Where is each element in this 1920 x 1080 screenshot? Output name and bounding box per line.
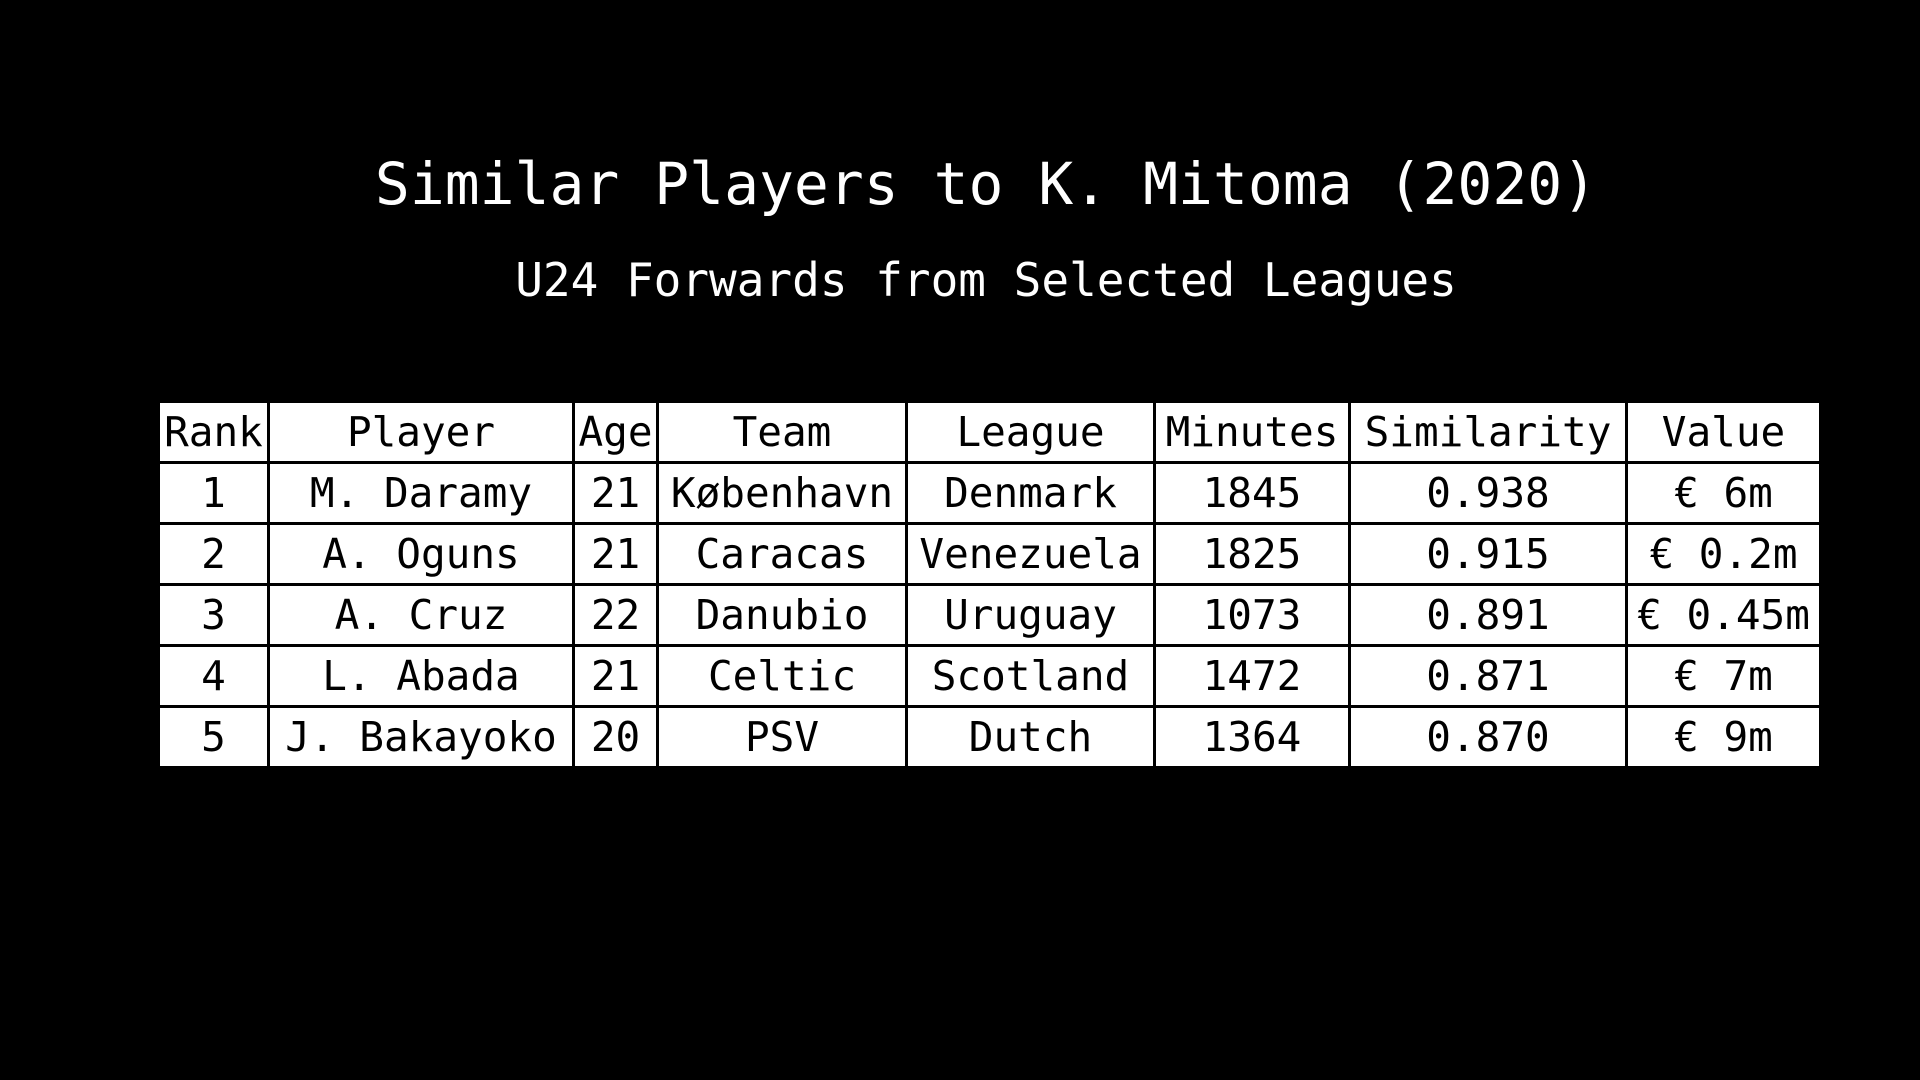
cell-player: A. Oguns xyxy=(270,525,572,583)
table-row: 3 A. Cruz 22 Danubio Uruguay 1073 0.891 … xyxy=(160,586,1819,644)
cell-league: Scotland xyxy=(908,647,1153,705)
table-row: 2 A. Oguns 21 Caracas Venezuela 1825 0.9… xyxy=(160,525,1819,583)
header-similarity: Similarity xyxy=(1351,403,1625,461)
header-team: Team xyxy=(659,403,905,461)
cell-age: 20 xyxy=(575,708,656,766)
cell-team: PSV xyxy=(659,708,905,766)
header-value: Value xyxy=(1628,403,1819,461)
cell-value: € 9m xyxy=(1628,708,1819,766)
header-player: Player xyxy=(270,403,572,461)
cell-value: € 6m xyxy=(1628,464,1819,522)
cell-similarity: 0.871 xyxy=(1351,647,1625,705)
table-header-row: Rank Player Age Team League Minutes Simi… xyxy=(160,403,1819,461)
cell-value: € 0.2m xyxy=(1628,525,1819,583)
table-row: 4 L. Abada 21 Celtic Scotland 1472 0.871… xyxy=(160,647,1819,705)
cell-rank: 2 xyxy=(160,525,267,583)
table-row: 1 M. Daramy 21 København Denmark 1845 0.… xyxy=(160,464,1819,522)
cell-rank: 3 xyxy=(160,586,267,644)
cell-team: København xyxy=(659,464,905,522)
cell-league: Venezuela xyxy=(908,525,1153,583)
table-row: 5 J. Bakayoko 20 PSV Dutch 1364 0.870 € … xyxy=(160,708,1819,766)
cell-similarity: 0.938 xyxy=(1351,464,1625,522)
cell-value: € 7m xyxy=(1628,647,1819,705)
cell-minutes: 1825 xyxy=(1156,525,1348,583)
cell-team: Caracas xyxy=(659,525,905,583)
cell-rank: 1 xyxy=(160,464,267,522)
cell-minutes: 1073 xyxy=(1156,586,1348,644)
cell-value: € 0.45m xyxy=(1628,586,1819,644)
cell-team: Danubio xyxy=(659,586,905,644)
table-container: Rank Player Age Team League Minutes Simi… xyxy=(157,400,1819,766)
cell-league: Dutch xyxy=(908,708,1153,766)
cell-player: A. Cruz xyxy=(270,586,572,644)
cell-similarity: 0.915 xyxy=(1351,525,1625,583)
cell-player: J. Bakayoko xyxy=(270,708,572,766)
cell-minutes: 1364 xyxy=(1156,708,1348,766)
cell-league: Denmark xyxy=(908,464,1153,522)
cell-age: 21 xyxy=(575,525,656,583)
cell-rank: 5 xyxy=(160,708,267,766)
cell-minutes: 1845 xyxy=(1156,464,1348,522)
cell-age: 21 xyxy=(575,647,656,705)
similar-players-table: Rank Player Age Team League Minutes Simi… xyxy=(157,400,1822,769)
chart-subtitle: U24 Forwards from Selected Leagues xyxy=(515,253,1457,307)
cell-rank: 4 xyxy=(160,647,267,705)
cell-age: 21 xyxy=(575,464,656,522)
cell-league: Uruguay xyxy=(908,586,1153,644)
cell-similarity: 0.870 xyxy=(1351,708,1625,766)
header-minutes: Minutes xyxy=(1156,403,1348,461)
cell-player: L. Abada xyxy=(270,647,572,705)
cell-team: Celtic xyxy=(659,647,905,705)
cell-player: M. Daramy xyxy=(270,464,572,522)
chart-title: Similar Players to K. Mitoma (2020) xyxy=(374,150,1598,218)
header-rank: Rank xyxy=(160,403,267,461)
cell-minutes: 1472 xyxy=(1156,647,1348,705)
cell-age: 22 xyxy=(575,586,656,644)
header-league: League xyxy=(908,403,1153,461)
cell-similarity: 0.891 xyxy=(1351,586,1625,644)
header-age: Age xyxy=(575,403,656,461)
